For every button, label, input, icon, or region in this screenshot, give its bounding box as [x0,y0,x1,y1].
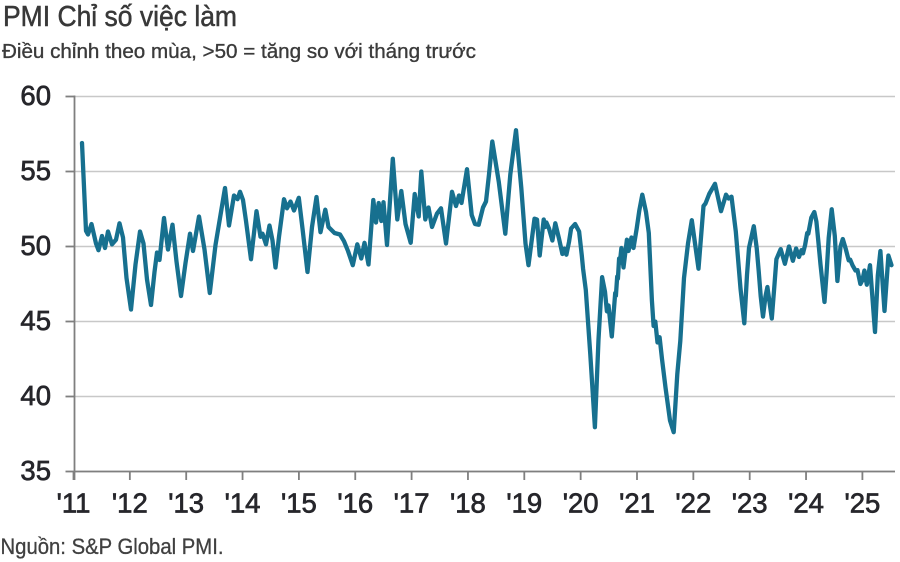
svg-text:Điều chỉnh theo mùa, >50 = tăn: Điều chỉnh theo mùa, >50 = tăng so với t… [2,41,476,63]
svg-text:'12: '12 [112,488,148,519]
svg-text:55: 55 [20,155,51,186]
svg-text:'20: '20 [563,488,599,519]
svg-text:'22: '22 [675,488,711,519]
svg-text:'19: '19 [506,488,542,519]
svg-text:'13: '13 [168,488,204,519]
svg-text:Nguồn: S&P Global PMI.: Nguồn: S&P Global PMI. [1,534,224,559]
svg-text:'15: '15 [281,488,317,519]
svg-text:'18: '18 [450,488,486,519]
svg-text:'23: '23 [732,488,768,519]
svg-text:45: 45 [20,305,51,336]
svg-text:60: 60 [20,80,51,111]
svg-text:'14: '14 [225,488,261,519]
svg-text:40: 40 [20,380,51,411]
svg-text:'11: '11 [57,488,91,519]
svg-text:'16: '16 [337,488,373,519]
svg-text:'25: '25 [844,488,880,519]
svg-text:PMI Chỉ số việc làm: PMI Chỉ số việc làm [3,1,237,33]
svg-text:35: 35 [20,455,51,486]
svg-text:'17: '17 [394,488,430,519]
svg-text:50: 50 [20,230,51,261]
svg-text:'24: '24 [788,488,824,519]
svg-text:'21: '21 [619,488,655,519]
